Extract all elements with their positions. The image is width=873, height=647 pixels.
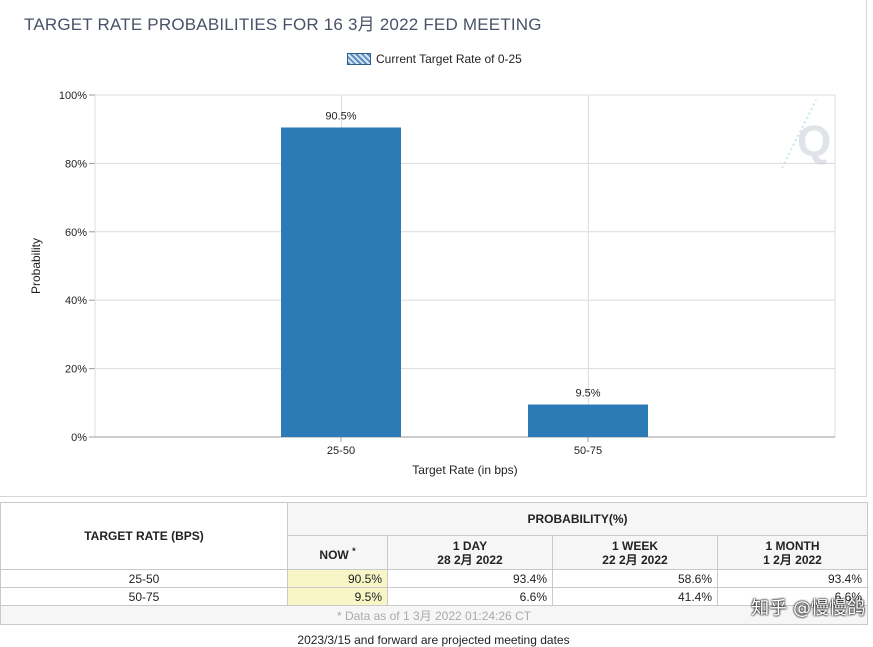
chart-legend[interactable]: Current Target Rate of 0-25 — [347, 52, 522, 66]
rate-cell: 25-50 — [0, 569, 288, 588]
watermark: 知乎 @慢慢鸽 — [751, 598, 865, 619]
probability-table: TARGET RATE (BPS) PROBABILITY(%) NOW * 1… — [0, 502, 868, 625]
bar-chart: 0% 20% 40% 60% 80% 100% 90.5% 25-50 9.5% 50-75 Tar… — [29, 90, 836, 477]
x-tick-label: 25-50 — [327, 445, 355, 457]
day-cell: 93.4% — [387, 569, 553, 588]
chart-labels: 0% 20% 40% 60% 80% 100% 90.5% 25-50 9.5% 50-75 Tar… — [29, 90, 602, 477]
x-tick-label: 50-75 — [574, 445, 602, 457]
y-tick-label: 100% — [59, 90, 87, 102]
one-month-header: 1 MONTH 1 2月 2022 — [717, 535, 868, 570]
now-cell: 90.5% — [287, 569, 388, 588]
now-header: NOW * — [287, 535, 388, 570]
data-label: 9.5% — [575, 388, 600, 400]
x-axis-title: Target Rate (in bps) — [412, 463, 517, 477]
y-tick-label: 0% — [71, 432, 87, 444]
rate-cell: 50-75 — [0, 587, 288, 606]
bar — [281, 127, 401, 438]
y-tick-label: 80% — [65, 158, 87, 170]
page-title: TARGET RATE PROBABILITIES FOR 16 3月 2022… — [24, 15, 542, 34]
table-row: 25-50 90.5% 93.4% 58.6% 93.4% — [0, 569, 868, 588]
chart-bars — [281, 127, 648, 438]
legend-label: Current Target Rate of 0-25 — [376, 52, 522, 66]
y-tick-label: 40% — [65, 295, 87, 307]
week-cell: 41.4% — [552, 587, 718, 606]
chart-grid — [89, 94, 836, 442]
probability-table-wrap: TARGET RATE (BPS) PROBABILITY(%) NOW * 1… — [0, 502, 868, 625]
now-cell: 9.5% — [287, 587, 388, 606]
data-label: 90.5% — [325, 110, 356, 122]
one-week-header: 1 WEEK 22 2月 2022 — [552, 535, 718, 570]
footer-note: 2023/3/15 and forward are projected meet… — [297, 633, 570, 647]
day-cell: 6.6% — [387, 587, 553, 606]
month-cell: 93.4% — [717, 569, 868, 588]
probability-header: PROBABILITY(%) — [287, 502, 868, 536]
legend-swatch — [347, 53, 371, 65]
y-tick-label: 20% — [65, 364, 87, 376]
table-row: 50-75 9.5% 6.6% 41.4% 6.6% — [0, 587, 868, 606]
data-timestamp-note: * Data as of 1 3月 2022 01:24:26 CT — [0, 605, 868, 625]
cme-q-logo: Q — [781, 99, 831, 169]
y-tick-label: 60% — [65, 227, 87, 239]
one-day-header: 1 DAY 28 2月 2022 — [387, 535, 553, 570]
chart-panel: TARGET RATE PROBABILITIES FOR 16 3月 2022… — [0, 0, 867, 497]
target-rate-header: TARGET RATE (BPS) — [0, 502, 288, 570]
svg-text:Q: Q — [797, 117, 831, 166]
bar — [528, 404, 648, 437]
week-cell: 58.6% — [552, 569, 718, 588]
y-axis-title: Probability — [29, 238, 43, 294]
